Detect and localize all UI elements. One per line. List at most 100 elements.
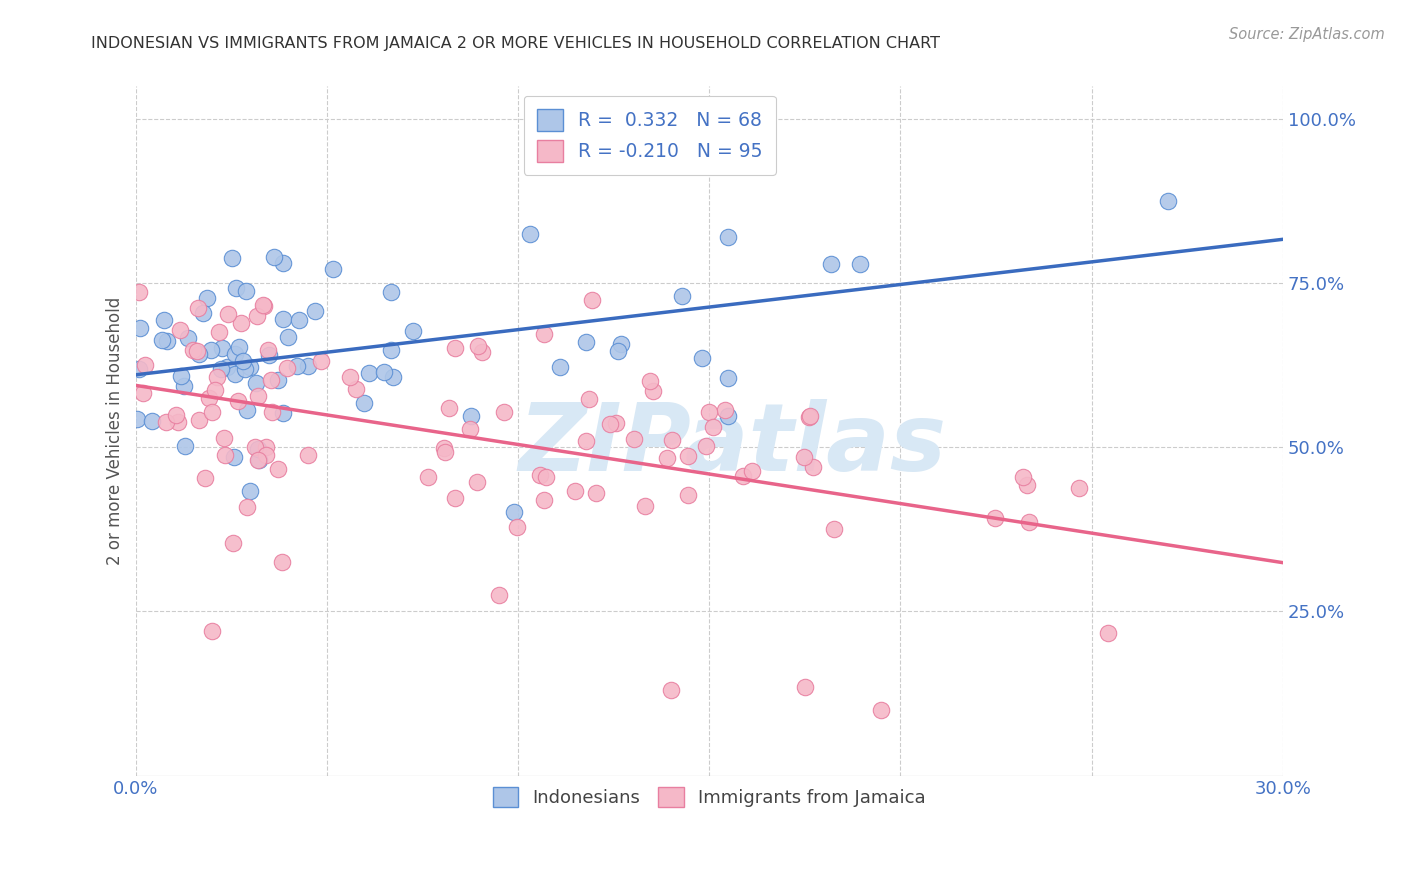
- Point: [263, 250, 285, 264]
- Point: [217, 307, 239, 321]
- Point: [1067, 481, 1090, 495]
- Point: [271, 256, 294, 270]
- Point: [373, 365, 395, 379]
- Text: Source: ZipAtlas.com: Source: ZipAtlas.com: [1229, 27, 1385, 42]
- Point: [201, 624, 224, 639]
- Point: [984, 511, 1007, 525]
- Point: [801, 459, 824, 474]
- Point: [134, 358, 156, 372]
- Point: [533, 492, 555, 507]
- Point: [339, 369, 361, 384]
- Point: [731, 469, 754, 483]
- Point: [233, 362, 256, 376]
- Point: [132, 386, 155, 401]
- Point: [585, 485, 607, 500]
- Point: [187, 301, 209, 315]
- Point: [246, 442, 269, 456]
- Point: [271, 312, 294, 326]
- Point: [208, 325, 231, 339]
- Point: [201, 405, 224, 419]
- Point: [188, 347, 211, 361]
- Point: [575, 434, 598, 449]
- Point: [606, 343, 628, 358]
- Legend: Indonesians, Immigrants from Jamaica: Indonesians, Immigrants from Jamaica: [485, 780, 934, 814]
- Point: [267, 462, 290, 476]
- Point: [150, 333, 173, 347]
- Point: [174, 440, 197, 454]
- Point: [655, 450, 678, 465]
- Point: [1015, 477, 1038, 491]
- Point: [1011, 470, 1033, 484]
- Point: [236, 500, 259, 515]
- Point: [304, 303, 326, 318]
- Point: [253, 299, 276, 313]
- Point: [235, 284, 257, 298]
- Point: [215, 359, 238, 374]
- Point: [211, 341, 233, 355]
- Point: [1157, 194, 1180, 209]
- Point: [225, 281, 247, 295]
- Point: [533, 327, 555, 342]
- Point: [505, 520, 527, 534]
- Point: [467, 339, 489, 353]
- Point: [714, 403, 737, 417]
- Point: [167, 416, 190, 430]
- Point: [437, 401, 460, 416]
- Point: [793, 450, 815, 465]
- Point: [471, 344, 494, 359]
- Point: [564, 484, 586, 499]
- Point: [246, 309, 269, 323]
- Point: [195, 291, 218, 305]
- Point: [661, 434, 683, 448]
- Point: [692, 351, 714, 365]
- Point: [128, 362, 150, 376]
- Point: [695, 439, 717, 453]
- Point: [259, 373, 281, 387]
- Point: [198, 391, 221, 405]
- Point: [548, 360, 571, 375]
- Point: [380, 285, 402, 299]
- Point: [353, 396, 375, 410]
- Point: [503, 505, 526, 519]
- Point: [402, 324, 425, 338]
- Point: [257, 348, 280, 362]
- Point: [702, 420, 724, 434]
- Point: [212, 431, 235, 445]
- Point: [676, 488, 699, 502]
- Point: [232, 354, 254, 368]
- Point: [128, 321, 150, 335]
- Point: [152, 313, 174, 327]
- Point: [297, 448, 319, 462]
- Point: [434, 445, 457, 459]
- Point: [191, 306, 214, 320]
- Point: [276, 360, 298, 375]
- Point: [634, 499, 657, 513]
- Point: [270, 555, 292, 569]
- Point: [252, 298, 274, 312]
- Point: [141, 414, 163, 428]
- Point: [187, 413, 209, 427]
- Point: [793, 680, 815, 694]
- Point: [380, 343, 402, 358]
- Point: [239, 484, 262, 499]
- Point: [156, 334, 179, 348]
- Point: [322, 261, 344, 276]
- Point: [245, 376, 267, 390]
- Point: [173, 378, 195, 392]
- Point: [247, 453, 270, 467]
- Point: [575, 335, 598, 350]
- Point: [155, 415, 177, 429]
- Point: [267, 373, 290, 387]
- Point: [200, 343, 222, 358]
- Point: [444, 341, 467, 355]
- Point: [277, 330, 299, 344]
- Point: [285, 359, 308, 373]
- Point: [599, 417, 621, 432]
- Point: [125, 412, 148, 426]
- Point: [488, 588, 510, 602]
- Point: [357, 366, 380, 380]
- Point: [641, 384, 664, 399]
- Point: [288, 313, 311, 327]
- Point: [638, 374, 661, 388]
- Point: [224, 347, 246, 361]
